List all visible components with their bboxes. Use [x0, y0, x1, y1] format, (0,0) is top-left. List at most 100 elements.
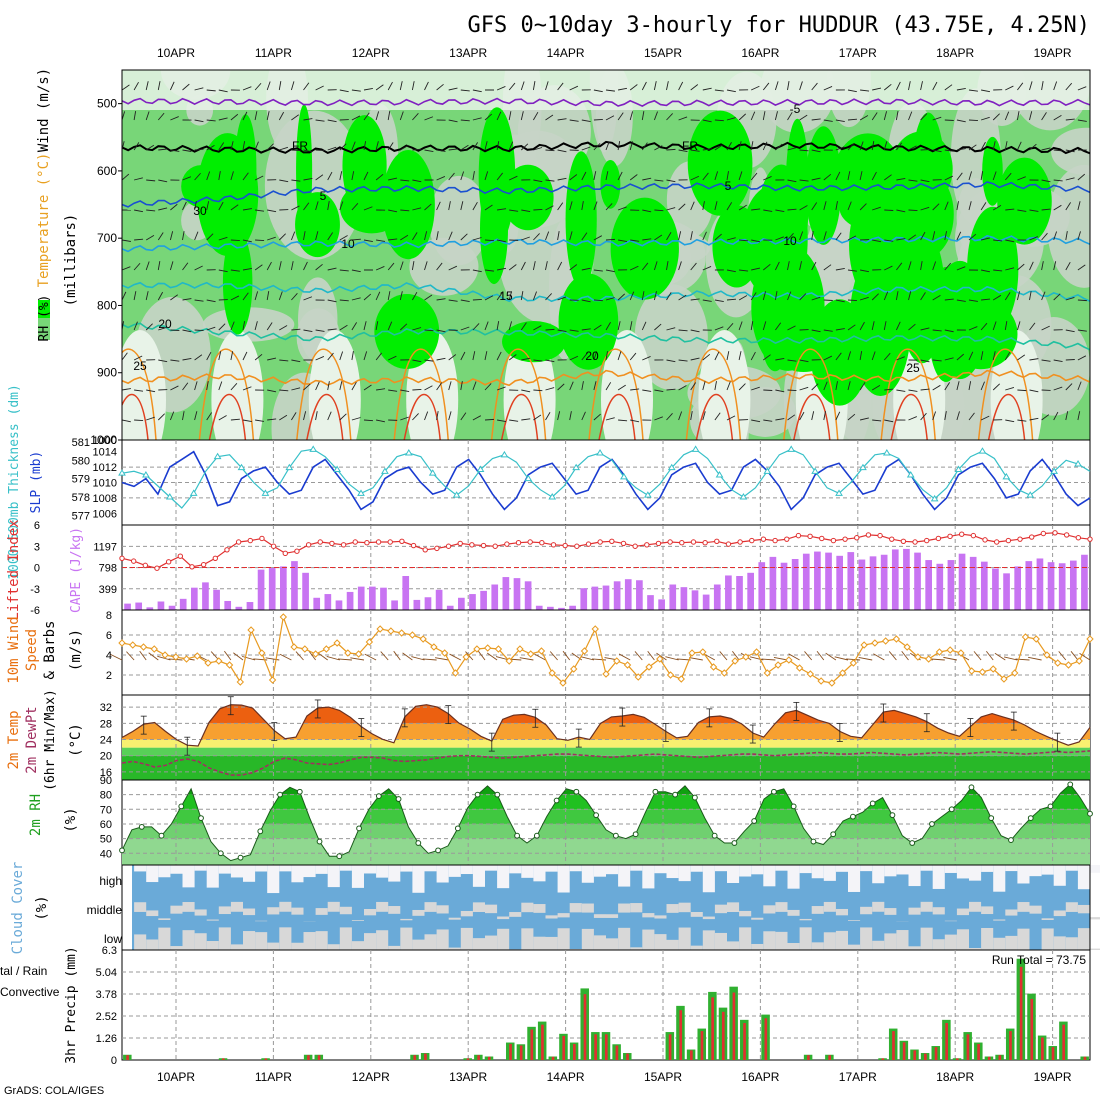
- wind-tick-label: 6: [106, 630, 112, 642]
- contour-label: 25: [133, 359, 147, 373]
- wind-barb: [775, 322, 782, 331]
- precip-tick-label: 2.52: [96, 1011, 117, 1023]
- wind-barb: [859, 296, 869, 301]
- wind-barb: [944, 84, 953, 91]
- wind-barb: [908, 416, 917, 421]
- wind-barb: [363, 321, 367, 331]
- wind-barb: [593, 324, 602, 331]
- cape-bar: [291, 561, 298, 610]
- wind-speed-point: [623, 661, 632, 669]
- thickness-point: [1050, 467, 1059, 474]
- wind-barb: [774, 81, 779, 91]
- wind-barb: [847, 351, 852, 361]
- wind-barb: [254, 321, 258, 331]
- rh-moist-blob: [296, 104, 313, 237]
- surface-temperature-loop: [783, 348, 839, 440]
- wind-barb: [811, 82, 818, 91]
- cape-bar: [880, 554, 888, 610]
- wind-barb: [992, 294, 1002, 301]
- wind-barb: [641, 262, 649, 271]
- wind-barb: [944, 149, 954, 152]
- wind-barb-10m: [295, 651, 304, 661]
- wind-barb: [859, 115, 869, 121]
- wind-barb: [581, 201, 584, 211]
- lifted-index-point: [562, 542, 568, 549]
- wind-barb: [593, 89, 603, 93]
- cloud-high-cell: [557, 865, 570, 893]
- wind-speed-point: [860, 641, 868, 649]
- lifted-index-point: [947, 533, 953, 540]
- cloud-low-cell: [969, 947, 982, 950]
- wind-barb: [206, 145, 215, 151]
- wind-barb: [823, 329, 833, 332]
- wind-barb-10m: [825, 652, 837, 661]
- wind-barb: [242, 208, 252, 211]
- cloud-low-cell: [303, 932, 316, 950]
- date-label-bottom: 14APR: [547, 1070, 585, 1084]
- wind-barb: [242, 111, 248, 121]
- wind-barb: [617, 206, 627, 211]
- cloud-high-cell: [339, 865, 352, 871]
- wind-speed-point: [881, 637, 890, 645]
- wind-barb: [920, 113, 928, 121]
- wind-barb: [412, 359, 422, 363]
- cloud-low-cell: [956, 929, 969, 950]
- wind-barb-10m: [1079, 652, 1091, 661]
- surface-temperature-loop: [977, 348, 1034, 440]
- wind-barb: [944, 201, 949, 211]
- cloud-middle-cell: [606, 914, 619, 918]
- wind-barb: [992, 204, 1002, 211]
- wind-barb: [944, 329, 954, 333]
- wind-barb: [617, 351, 622, 361]
- wind-barb: [895, 321, 901, 331]
- date-label-top: 13APR: [449, 46, 487, 60]
- wind-speed-point: [785, 656, 793, 664]
- wind-barb: [617, 141, 621, 151]
- wind-barb: [255, 209, 265, 212]
- wind-barb: [847, 299, 858, 302]
- wind-barb: [775, 357, 785, 361]
- rh-point: [533, 832, 540, 839]
- wind-barb: [134, 389, 144, 392]
- cloud-middle-cell: [545, 915, 558, 919]
- cloud-middle-cell: [654, 915, 667, 919]
- wind-barb: [460, 412, 467, 421]
- wind-barb: [279, 146, 289, 151]
- wind-barb: [1065, 411, 1069, 421]
- wind-speed-point: [311, 650, 320, 658]
- precip-convective-bar: [126, 1055, 129, 1060]
- cloud-high-cell: [606, 865, 619, 875]
- wind-barb: [581, 267, 591, 271]
- cloud-low-cell: [1005, 935, 1018, 950]
- cloud-high-cell: [485, 865, 498, 871]
- wind-barb: [895, 81, 901, 91]
- wind-barb: [339, 171, 343, 181]
- rh-moist-blob: [610, 197, 679, 300]
- wind-barb: [678, 231, 682, 241]
- cloud-middle-cell: [206, 919, 219, 921]
- cloud-middle-cell: [981, 906, 994, 915]
- wind-barb: [884, 174, 892, 181]
- rh-point: [731, 840, 738, 846]
- wind-barb: [847, 413, 856, 421]
- cape-bar: [891, 549, 899, 610]
- wind-barb: [653, 81, 657, 91]
- thickness-point: [548, 493, 557, 500]
- thickness-tick-label: 580: [72, 455, 90, 467]
- wind-barb: [242, 351, 248, 361]
- wind-barb: [303, 231, 306, 241]
- wind-barb: [944, 357, 954, 361]
- temp-tick-label: 32: [100, 702, 112, 714]
- wind-barb: [267, 357, 277, 361]
- thickness-point: [142, 471, 150, 478]
- wind-barb-10m: [279, 653, 292, 661]
- cloud-middle-cell: [472, 902, 485, 913]
- cloud-high-cell: [146, 865, 159, 883]
- wind-barb: [762, 111, 766, 121]
- wind-barb: [1089, 178, 1090, 180]
- wind-barb: [763, 176, 772, 181]
- wind-barb: [412, 327, 422, 331]
- lifted-index-tick-label: -3: [30, 584, 40, 596]
- wind-barb: [448, 148, 458, 151]
- wind-barb: [920, 327, 930, 331]
